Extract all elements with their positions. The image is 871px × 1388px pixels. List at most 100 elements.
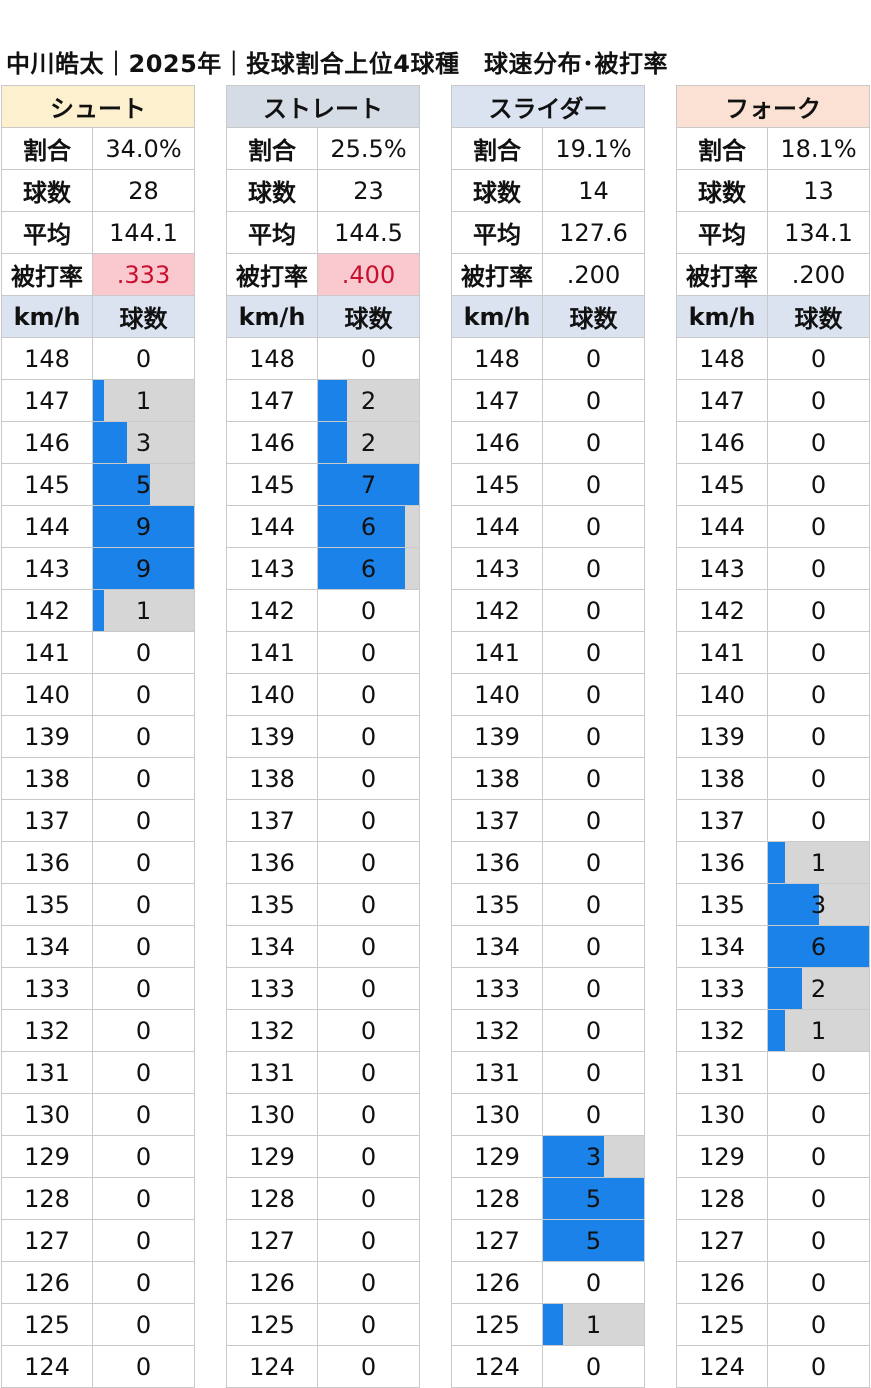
speed-label: 139 <box>451 715 543 758</box>
count-cell: 0 <box>317 673 420 716</box>
count-cell: 0 <box>541 1093 646 1136</box>
speed-label: 125 <box>451 1303 543 1346</box>
count-cell: 7 <box>317 463 420 506</box>
count-cell: 0 <box>767 547 870 590</box>
table-row: 139 0 <box>226 715 420 758</box>
count-value: 0 <box>360 1100 377 1129</box>
speed-label: 142 <box>676 589 768 632</box>
count-value: 0 <box>810 386 827 415</box>
count-cell: 6 <box>767 925 870 968</box>
count-cell: 0 <box>317 631 420 674</box>
count-value: 0 <box>135 680 152 709</box>
speed-label: 146 <box>451 421 543 464</box>
speed-label: 128 <box>1 1177 93 1220</box>
count-value: 0 <box>810 596 827 625</box>
count-cell: 0 <box>92 1345 195 1388</box>
ratio-label: 割合 <box>451 127 543 170</box>
table-row: 142 0 <box>676 589 870 632</box>
bar <box>768 1010 785 1051</box>
count-value: 0 <box>360 680 377 709</box>
count-value: 0 <box>360 1058 377 1087</box>
count-value: 0 <box>810 1268 827 1297</box>
count-value: 0 <box>810 722 827 751</box>
bar <box>543 1220 644 1261</box>
pitch-type-header: ストレート <box>226 85 420 128</box>
count-value: 0 <box>585 974 602 1003</box>
count-value: 0 <box>360 764 377 793</box>
speed-label: 129 <box>451 1135 543 1178</box>
count-cell: 0 <box>541 715 646 758</box>
count-cell: 0 <box>541 673 646 716</box>
count-cell: 0 <box>767 1261 870 1304</box>
count-value: 23 <box>317 169 420 212</box>
count-cell: 0 <box>92 673 195 716</box>
table-row: 127 0 <box>1 1219 195 1262</box>
speed-label: 146 <box>1 421 93 464</box>
speed-label: 141 <box>226 631 318 674</box>
count-cell: 0 <box>317 883 420 926</box>
pitch-table-4: フォーク 割合 18.1% 球数 13 平均 134.1 被打率 .200 km/h 球数 148 0 1… <box>676 85 870 1388</box>
count-value: 0 <box>135 722 152 751</box>
count-cell: 1 <box>92 379 195 422</box>
count-value: 0 <box>810 638 827 667</box>
ba-value: .400 <box>317 253 420 296</box>
avg-label: 平均 <box>676 211 768 254</box>
table-row: 143 9 <box>1 547 195 590</box>
table-row: 137 0 <box>451 799 646 842</box>
count-value: 5 <box>585 1184 602 1213</box>
bar-track <box>93 380 194 421</box>
ba-label: 被打率 <box>451 253 543 296</box>
ba-label: 被打率 <box>676 253 768 296</box>
count-value: 0 <box>585 512 602 541</box>
table-row: 124 0 <box>226 1345 420 1388</box>
count-cell: 0 <box>317 1009 420 1052</box>
count-value: 0 <box>810 680 827 709</box>
count-value: 14 <box>541 169 646 212</box>
count-value: 0 <box>585 890 602 919</box>
table-row: 140 0 <box>676 673 870 716</box>
count-value: 0 <box>585 638 602 667</box>
table-row: 148 0 <box>451 337 646 380</box>
speed-label: 134 <box>226 925 318 968</box>
speed-label: 129 <box>676 1135 768 1178</box>
count-value: 1 <box>810 848 827 877</box>
count-value: 0 <box>135 932 152 961</box>
table-row: 133 0 <box>1 967 195 1010</box>
speed-label: 147 <box>1 379 93 422</box>
speed-label: 137 <box>226 799 318 842</box>
pitch-table-3: スライダー 割合 19.1% 球数 14 平均 127.6 被打率 .200 km/h 球数 148 0… <box>450 85 646 1388</box>
count-cell: 2 <box>317 421 420 464</box>
table-row: 145 0 <box>676 463 870 506</box>
speed-label: 143 <box>226 547 318 590</box>
table-row: 143 0 <box>676 547 870 590</box>
count-value: 6 <box>360 554 377 583</box>
count-value: 0 <box>810 1058 827 1087</box>
table-row: 127 0 <box>676 1219 870 1262</box>
count-cell: 0 <box>541 1009 646 1052</box>
speed-column-header: km/h <box>451 295 543 338</box>
count-value: 0 <box>810 764 827 793</box>
speed-label: 124 <box>1 1345 93 1388</box>
count-cell: 0 <box>317 841 420 884</box>
count-value: 0 <box>585 932 602 961</box>
speed-label: 140 <box>1 673 93 716</box>
count-cell: 0 <box>317 1261 420 1304</box>
count-cell: 3 <box>541 1135 646 1178</box>
table-row: 126 0 <box>1 1261 195 1304</box>
table-row: 146 0 <box>676 421 870 464</box>
count-value: 0 <box>135 1142 152 1171</box>
count-cell: 0 <box>767 379 870 422</box>
speed-label: 128 <box>676 1177 768 1220</box>
bar <box>543 1178 644 1219</box>
count-value: 0 <box>585 386 602 415</box>
table-row: 136 1 <box>676 841 870 884</box>
speed-label: 141 <box>451 631 543 674</box>
count-cell: 9 <box>92 505 195 548</box>
speed-label: 138 <box>451 757 543 800</box>
count-value: 0 <box>585 554 602 583</box>
speed-label: 125 <box>676 1303 768 1346</box>
table-row: 142 0 <box>451 589 646 632</box>
speed-label: 143 <box>451 547 543 590</box>
count-value: 0 <box>810 1226 827 1255</box>
count-cell: 0 <box>541 421 646 464</box>
